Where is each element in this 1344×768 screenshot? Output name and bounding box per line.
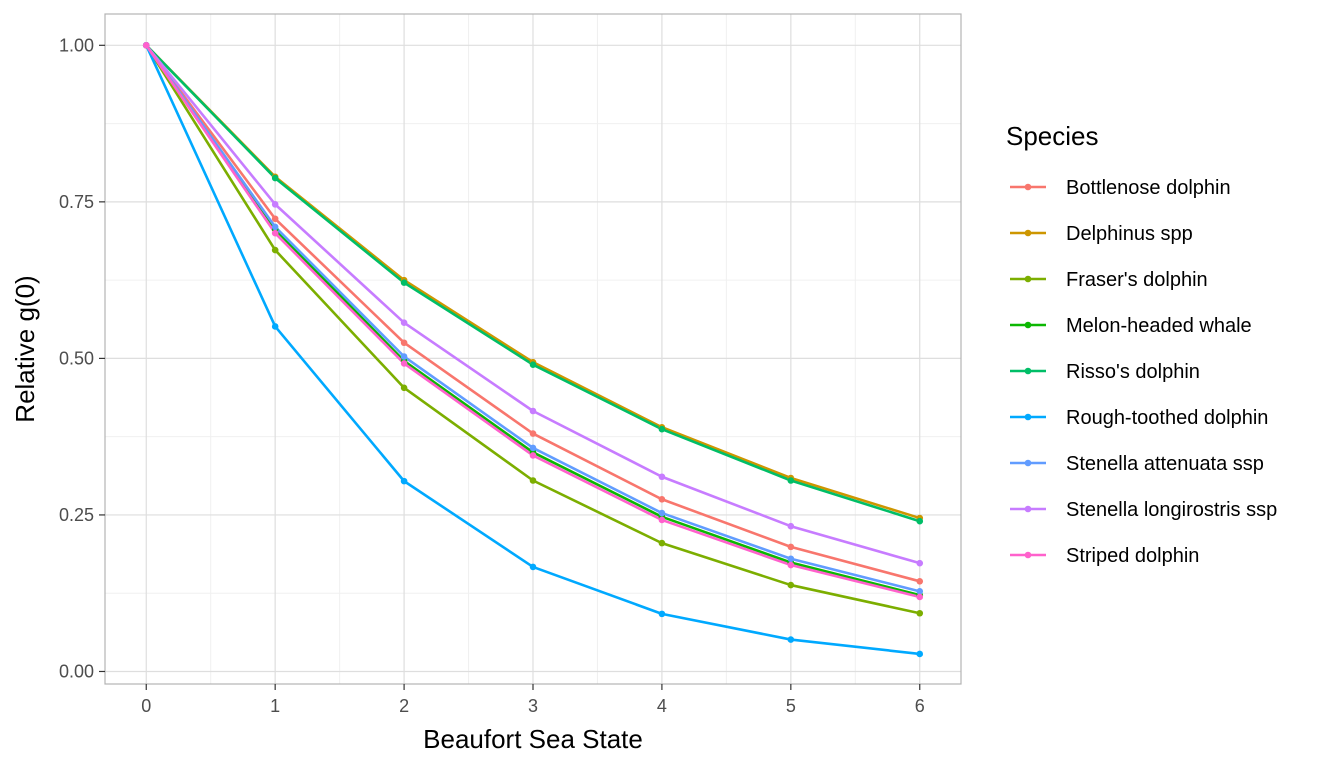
data-point (916, 593, 924, 601)
data-point (400, 477, 408, 485)
y-tick-label: 0.50 (59, 348, 94, 368)
legend-item: Melon-headed whale (1010, 315, 1252, 337)
legend-item: Bottlenose dolphin (1010, 177, 1231, 199)
data-point (271, 246, 279, 254)
data-point (658, 610, 666, 618)
data-point (529, 430, 537, 437)
data-point (916, 559, 924, 567)
data-point (271, 174, 279, 182)
data-point (529, 361, 537, 368)
data-point (400, 353, 408, 360)
data-point (142, 42, 150, 49)
data-point (658, 509, 666, 517)
major-gridlines (105, 14, 961, 684)
data-point (658, 516, 666, 524)
legend-key-point (1024, 551, 1032, 559)
data-point (400, 319, 408, 327)
legend-key-point (1024, 321, 1032, 329)
legend-key-point (1024, 413, 1032, 421)
data-point (271, 323, 279, 330)
legend-label: Stenella longirostris ssp (1066, 499, 1277, 521)
legend-label: Delphinus spp (1066, 223, 1193, 245)
y-tick-label: 0.75 (59, 192, 94, 212)
data-point (787, 561, 795, 569)
legend-label: Stenella attenuata ssp (1066, 453, 1264, 475)
y-tick-label: 0.25 (59, 505, 94, 525)
data-point (658, 539, 666, 547)
y-axis: 0.00 0.25 0.50 0.75 1.00 (59, 35, 105, 681)
data-point (400, 339, 408, 347)
data-point (400, 279, 408, 286)
data-point (529, 477, 537, 484)
legend-label: Rough-toothed dolphin (1066, 407, 1268, 429)
legend-key-point (1024, 275, 1032, 283)
y-axis-title: Relative g(0) (10, 275, 40, 422)
data-point (271, 215, 279, 223)
data-point (787, 581, 795, 589)
legend-label: Risso's dolphin (1066, 361, 1200, 383)
legend-key-point (1024, 183, 1032, 191)
legend-key-point (1024, 459, 1032, 467)
legend-title: Species (1006, 121, 1099, 151)
data-point (529, 563, 537, 571)
data-point (916, 588, 924, 595)
x-tick-label: 0 (141, 696, 151, 716)
data-point (529, 407, 537, 415)
series-points (142, 42, 924, 658)
legend-label: Striped dolphin (1066, 545, 1199, 567)
data-point (787, 555, 795, 563)
data-point (529, 452, 537, 459)
data-point (787, 522, 795, 530)
legend-key-point (1024, 505, 1032, 513)
legend-item: Rough-toothed dolphin (1010, 407, 1268, 429)
data-point (271, 229, 279, 237)
x-axis: 0 1 2 3 4 5 6 (141, 684, 925, 716)
legend-item: Delphinus spp (1010, 223, 1193, 245)
data-point (658, 495, 666, 503)
y-tick-label: 1.00 (59, 35, 94, 55)
data-point (271, 201, 279, 208)
data-point (916, 609, 924, 617)
x-tick-label: 6 (915, 696, 925, 716)
legend-item: Fraser's dolphin (1010, 269, 1208, 291)
legend-label: Melon-headed whale (1066, 315, 1252, 337)
data-point (787, 543, 795, 551)
x-axis-title: Beaufort Sea State (423, 724, 643, 754)
x-tick-label: 4 (657, 696, 667, 716)
data-point (916, 517, 924, 525)
x-tick-label: 2 (399, 696, 409, 716)
data-point (400, 384, 408, 392)
data-point (529, 444, 537, 452)
legend-label: Bottlenose dolphin (1066, 177, 1231, 199)
legend-items: Bottlenose dolphin Delphinus spp Fraser's … (1010, 177, 1277, 567)
data-point (787, 636, 795, 643)
data-point (787, 477, 795, 484)
x-tick-label: 1 (270, 696, 280, 716)
data-point (400, 360, 408, 367)
legend-item: Risso's dolphin (1010, 361, 1200, 383)
legend-item: Stenella longirostris ssp (1010, 499, 1277, 521)
x-tick-label: 5 (786, 696, 796, 716)
data-point (658, 473, 666, 481)
legend-item: Striped dolphin (1010, 545, 1199, 567)
legend-item: Stenella attenuata ssp (1010, 453, 1264, 475)
legend-label: Fraser's dolphin (1066, 269, 1208, 291)
data-point (658, 425, 666, 433)
legend-key-point (1024, 229, 1032, 237)
x-tick-label: 3 (528, 696, 538, 716)
data-point (271, 223, 279, 231)
legend-key-point (1024, 367, 1032, 375)
y-tick-label: 0.00 (59, 661, 94, 681)
data-point (916, 578, 924, 585)
data-point (916, 650, 924, 658)
legend: Species Bottlenose dolphin Delphinus spp F… (1006, 121, 1277, 567)
